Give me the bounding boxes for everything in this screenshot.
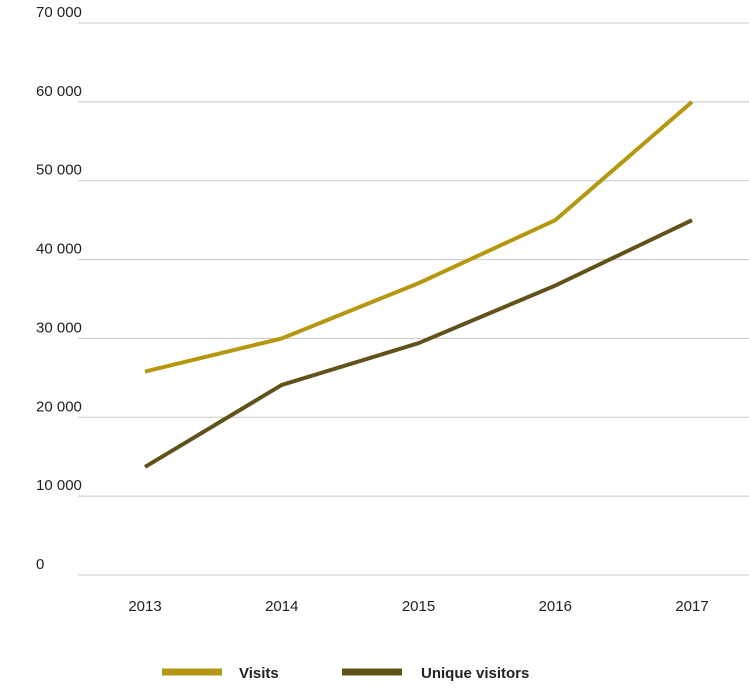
series-lines bbox=[143, 100, 694, 469]
data-point bbox=[553, 218, 557, 222]
data-point bbox=[280, 383, 284, 387]
y-tick-label: 30 000 bbox=[36, 319, 82, 336]
legend-label: Visits bbox=[239, 665, 279, 682]
x-tick-label: 2017 bbox=[675, 598, 708, 615]
series-line-unique-visitors bbox=[143, 218, 693, 469]
x-tick-label: 2015 bbox=[402, 598, 435, 615]
x-axis-tick-labels: 2013 2014 2015 2016 2017 bbox=[128, 598, 708, 615]
x-tick-label: 2013 bbox=[128, 598, 161, 615]
data-point bbox=[690, 218, 694, 222]
series-line-visits bbox=[144, 100, 694, 374]
y-tick-label: 20 000 bbox=[36, 398, 82, 415]
grid bbox=[78, 22, 749, 576]
legend-label: Unique visitors bbox=[421, 665, 529, 682]
data-point bbox=[417, 341, 421, 345]
data-point bbox=[690, 100, 694, 104]
data-point bbox=[143, 370, 147, 374]
y-tick-label: 40 000 bbox=[36, 241, 82, 258]
y-tick-label: 10 000 bbox=[36, 477, 82, 494]
data-point bbox=[143, 465, 147, 469]
x-tick-label: 2016 bbox=[539, 598, 572, 615]
legend: Visits Unique visitors bbox=[162, 665, 529, 682]
data-point bbox=[417, 281, 421, 285]
y-tick-label: 0 bbox=[36, 556, 44, 573]
x-tick-label: 2014 bbox=[265, 598, 298, 615]
y-axis-tick-labels: 0 10 000 20 000 30 000 40 000 50 000 60 000 70 … bbox=[36, 4, 82, 573]
y-tick-label: 50 000 bbox=[36, 162, 82, 179]
data-point bbox=[280, 336, 284, 340]
data-point bbox=[553, 284, 557, 288]
y-tick-label: 60 000 bbox=[36, 83, 82, 100]
y-tick-label: 70 000 bbox=[36, 4, 82, 21]
